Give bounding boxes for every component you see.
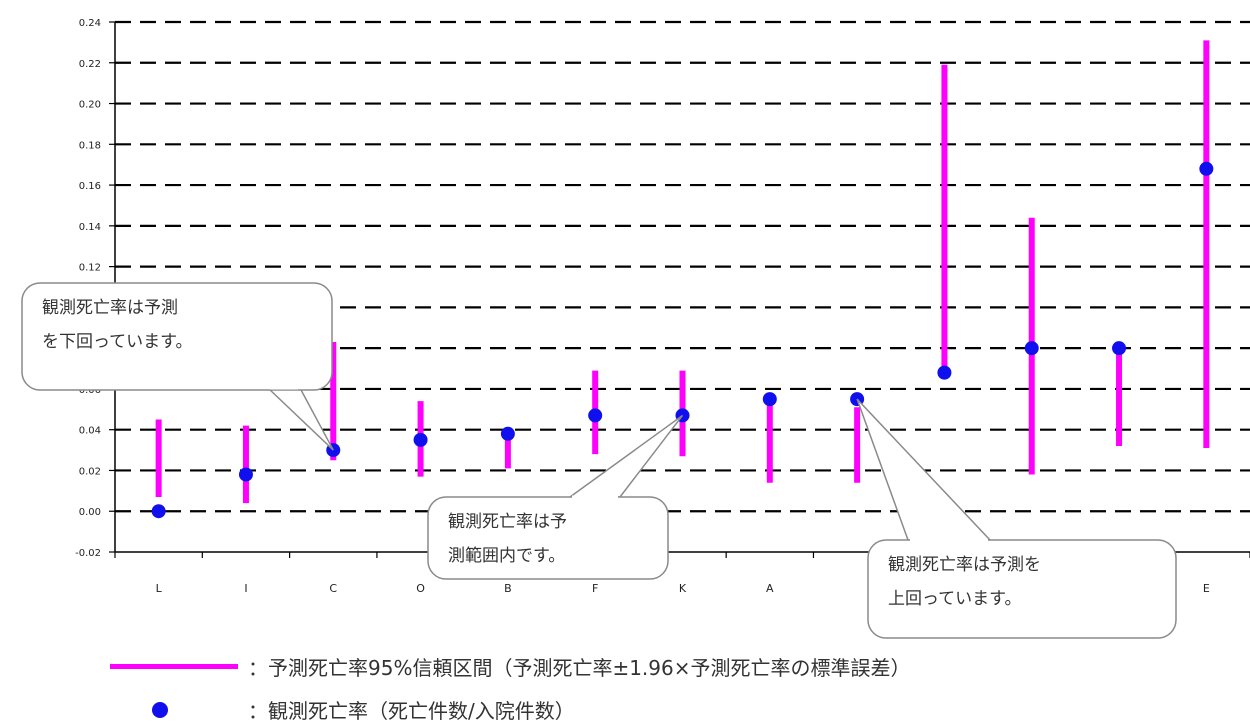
legend-row-interval: ：予測死亡率95%信頼区間（予測死亡率±1.96×予測死亡率の標準誤差） [110,652,911,681]
callout-text: 測範囲内です。 [448,546,565,566]
callout-text: 観測死亡率は予測を [888,555,1041,575]
callout-box [427,496,669,580]
callout-text: 上回っています。 [888,589,1021,609]
x-tick-label: E [1203,582,1210,595]
x-tick-label: O [416,582,425,595]
observed-point [413,432,428,447]
legend-interval-label: ：予測死亡率95%信頼区間（予測死亡率±1.96×予測死亡率の標準誤差） [248,656,911,680]
y-tick-label: 0.04 [79,426,101,437]
observed-point [937,365,952,380]
observed-point [1024,341,1039,356]
legend-row-point: ：観測死亡率（死亡件数/入院件数） [152,695,575,724]
observed-point [500,426,515,441]
y-tick-label: -0.02 [75,548,101,559]
observed-point [238,467,253,482]
callout-text: 観測死亡率は予 [448,512,567,532]
y-tick-label: 0.18 [79,140,101,151]
callout-text: を下回っています。 [42,332,192,352]
y-tick-label: 0.22 [79,59,101,70]
x-tick-label: C [329,582,337,595]
x-tick-label: I [244,582,247,595]
y-tick-label: 0.00 [79,507,101,518]
y-tick-label: 0.12 [79,263,101,274]
x-tick-label: L [156,582,163,595]
callout-box [867,539,1177,639]
x-tick-label: F [592,582,598,595]
observed-point [762,392,777,407]
observed-point [588,408,603,423]
y-tick-label: 0.20 [79,100,101,111]
x-tick-label: A [766,582,774,595]
legend-point-swatch [152,701,168,718]
callout-text: 観測死亡率は予測 [42,298,178,318]
observed-point [151,504,166,519]
y-tick-label: 0.24 [79,18,101,29]
callout-box [21,282,333,391]
y-tick-label: 0.14 [79,222,101,233]
x-tick-label: K [679,582,687,595]
observed-point [1199,161,1214,176]
x-tick-label: B [504,582,512,595]
legend-interval-swatch [110,664,238,669]
observed-point [1112,341,1127,356]
y-tick-label: 0.02 [79,466,101,477]
legend-point-label: ：観測死亡率（死亡件数/入院件数） [248,699,575,723]
y-tick-label: 0.16 [79,181,101,192]
